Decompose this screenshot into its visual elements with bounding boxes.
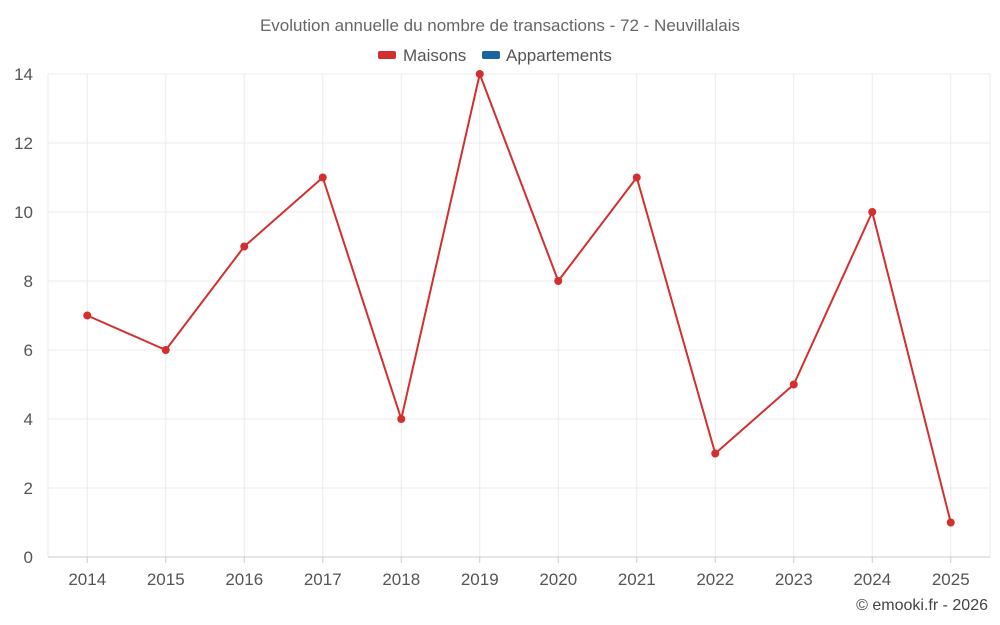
x-tick-label: 2017 <box>304 570 342 589</box>
y-tick-label: 10 <box>14 203 33 222</box>
legend-item-maisons[interactable]: Maisons <box>378 46 466 65</box>
data-point-maisons[interactable] <box>711 449 720 458</box>
data-point-maisons[interactable] <box>868 208 877 216</box>
x-tick-label: 2021 <box>618 570 656 589</box>
y-tick-label: 6 <box>24 341 33 360</box>
y-tick-label: 0 <box>24 548 33 567</box>
data-point-maisons[interactable] <box>789 380 798 389</box>
x-tick-label: 2016 <box>225 570 263 589</box>
x-tick-label: 2014 <box>68 570 106 589</box>
y-tick-label: 4 <box>24 410 33 429</box>
legend-swatch-maisons <box>378 51 396 59</box>
y-tick-label: 2 <box>24 479 33 498</box>
gridlines <box>47 73 991 557</box>
y-tick-label: 12 <box>14 134 33 153</box>
data-point-maisons[interactable] <box>161 346 170 354</box>
y-tick-labels: 0 2 4 6 8 10 12 14 <box>14 65 33 567</box>
series <box>83 70 955 527</box>
data-point-maisons[interactable] <box>240 242 249 251</box>
chart-title: Evolution annuelle du nombre de transact… <box>260 16 740 35</box>
y-tick-label: 8 <box>24 272 33 291</box>
series-line-maisons <box>86 73 952 523</box>
legend: Maisons Appartements <box>378 46 612 65</box>
x-tick-label: 2018 <box>382 570 420 589</box>
data-point-maisons[interactable] <box>554 277 563 285</box>
x-tick-label: 2023 <box>775 570 813 589</box>
x-tick-label: 2025 <box>932 570 970 589</box>
x-tick-label: 2022 <box>696 570 734 589</box>
credit-text: © emooki.fr - 2026 <box>856 597 988 614</box>
y-tick-label: 14 <box>14 65 33 84</box>
legend-label-appartements: Appartements <box>506 46 612 65</box>
data-point-maisons[interactable] <box>475 70 484 78</box>
data-point-maisons[interactable] <box>632 173 641 182</box>
data-point-maisons[interactable] <box>946 518 955 527</box>
legend-label-maisons: Maisons <box>403 46 466 65</box>
axes <box>48 556 990 563</box>
x-tick-labels: 2014 2015 2016 2017 2018 2019 2020 2021 2022 2023… <box>68 570 969 589</box>
x-tick-label: 2024 <box>853 570 891 589</box>
data-point-maisons[interactable] <box>397 415 406 423</box>
x-tick-label: 2020 <box>539 570 577 589</box>
x-tick-label: 2019 <box>461 570 499 589</box>
data-point-maisons[interactable] <box>83 311 92 320</box>
x-tick-label: 2015 <box>147 570 185 589</box>
data-point-maisons[interactable] <box>318 173 327 182</box>
legend-swatch-appartements <box>482 51 500 59</box>
legend-item-appartements[interactable]: Appartements <box>482 46 612 65</box>
